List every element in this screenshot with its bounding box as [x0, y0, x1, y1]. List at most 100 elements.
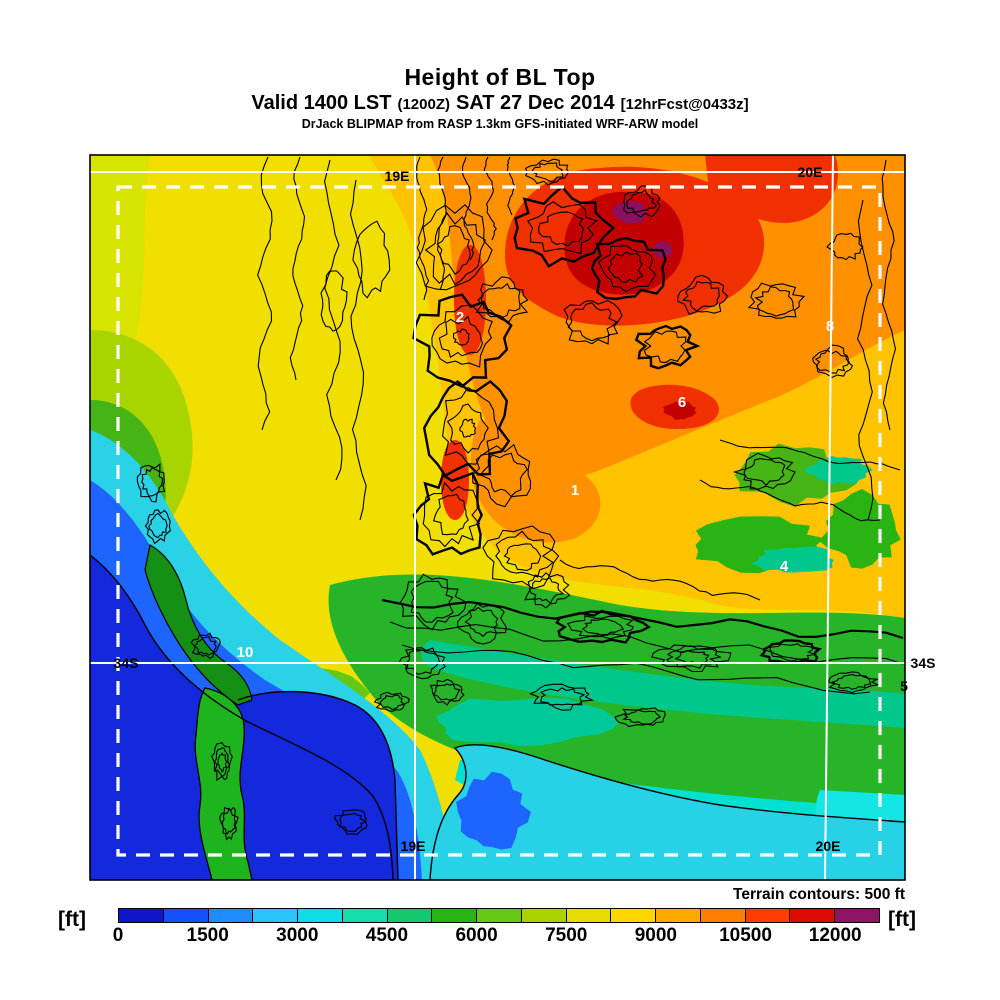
terrain-contour — [566, 615, 634, 640]
terrain-contour — [826, 232, 864, 261]
color-scale-segment — [298, 909, 343, 922]
color-scale-segment — [342, 909, 388, 922]
terrain-contour — [614, 707, 666, 728]
terrain-region — [662, 401, 697, 420]
terrain-contour — [217, 752, 228, 773]
terrain-region — [234, 691, 398, 880]
terrain-contour — [590, 236, 667, 301]
terrain-contour — [479, 452, 528, 498]
west-coast-land — [144, 544, 253, 706]
model-attribution-line: DrJack BLIPMAP from RASP 1.3km GFS-initi… — [301, 117, 699, 131]
terrain-region — [454, 245, 486, 355]
terrain-contour — [597, 245, 657, 293]
terrain-contour — [754, 286, 795, 317]
color-scale-tick-label: 3000 — [276, 925, 319, 946]
color-scale-segment — [656, 909, 701, 922]
terrain-contour — [422, 379, 511, 478]
terrain-contour — [412, 471, 484, 556]
grid-label: 20E — [816, 838, 841, 854]
map-border — [89, 154, 906, 881]
color-scale-tick-label: 6000 — [455, 925, 498, 946]
terrain-contour — [339, 812, 367, 832]
terrain-contour — [503, 543, 542, 572]
color-scale-segment — [387, 909, 433, 922]
terrain-contour — [213, 747, 231, 778]
terrain-contour — [495, 530, 554, 578]
terrain-region — [564, 191, 684, 295]
cape-peninsula-land — [194, 687, 253, 880]
terrain-region — [436, 697, 620, 747]
unit-label-left: [ft] — [58, 908, 86, 931]
terrain-contour — [567, 302, 618, 342]
terrain-contour — [352, 220, 391, 299]
terrain-contour — [436, 225, 471, 275]
map-area — [90, 155, 905, 880]
grid-label: 20E — [798, 164, 823, 180]
terrain-contour — [373, 691, 410, 713]
terrain-contour — [320, 270, 348, 332]
terrain-contour — [563, 299, 623, 345]
valid-prefix: Valid 1400 LST — [251, 92, 392, 114]
terrain-contour — [538, 211, 584, 247]
terrain-contour — [438, 315, 483, 359]
site-number-label: 2 — [456, 309, 464, 326]
valid-date: SAT 27 Dec 2014 — [455, 92, 615, 114]
terrain-contour — [643, 330, 687, 363]
forecast-tag: [12hrFcst@0433z] — [620, 96, 749, 113]
terrain-contour — [732, 452, 796, 490]
terrain-contour — [221, 807, 237, 836]
color-scale-tick-label: 4500 — [365, 925, 409, 946]
terrain-contour — [219, 806, 239, 841]
color-scale-segment — [432, 909, 478, 922]
terrain-contour — [812, 344, 854, 379]
terrain-contour — [699, 479, 881, 522]
terrain-contour — [529, 577, 565, 605]
terrain-contour — [475, 276, 529, 323]
terrain-region — [750, 546, 834, 573]
terrain-contour — [289, 156, 306, 381]
color-scale-segment — [745, 909, 791, 922]
terrain-contour — [651, 644, 732, 673]
terrain-contour — [677, 274, 729, 315]
site-number-label: 8 — [826, 318, 834, 335]
terrain-contour — [446, 403, 489, 454]
gridline-20E — [824, 155, 834, 880]
terrain-contour — [333, 809, 368, 836]
south-coastline — [429, 744, 905, 880]
terrain-contour — [526, 201, 598, 255]
terrain-contour — [743, 458, 786, 487]
terrain-contour — [141, 467, 163, 497]
terrain-contour — [452, 328, 470, 346]
color-scale-segment — [477, 909, 522, 922]
grid-label: 34S — [114, 655, 139, 671]
terrain-contour — [626, 189, 658, 213]
coastline — [90, 554, 394, 880]
terrain-contour — [415, 204, 493, 291]
terrain-contour — [607, 251, 644, 283]
terrain-contour — [581, 618, 625, 636]
terrain-contour — [471, 443, 532, 508]
terrain-contour — [416, 156, 430, 301]
terrain-contour — [389, 621, 904, 665]
color-scale-tick-label: 12000 — [808, 925, 862, 946]
terrain-contour — [513, 184, 616, 268]
page-title: Height of BL Top — [404, 64, 596, 90]
terrain-contour — [424, 212, 487, 286]
color-scale-bar — [118, 908, 880, 923]
terrain-contour — [144, 509, 172, 545]
terrain-contour — [461, 156, 475, 261]
terrain-contour — [410, 580, 454, 623]
terrain-contour — [148, 512, 168, 539]
color-scale-tick-label: 10500 — [719, 925, 772, 946]
terrain-region — [456, 771, 531, 850]
color-scale-segment — [790, 909, 836, 922]
site-number-label: 6 — [678, 394, 686, 411]
terrain-contour — [381, 598, 904, 640]
terrain-contour — [681, 280, 720, 312]
terrain-contour — [480, 282, 521, 319]
terrain-contour — [621, 709, 662, 725]
terrain-contour — [324, 159, 343, 481]
terrain-contour — [412, 293, 513, 389]
grid-label: 19E — [385, 168, 410, 184]
